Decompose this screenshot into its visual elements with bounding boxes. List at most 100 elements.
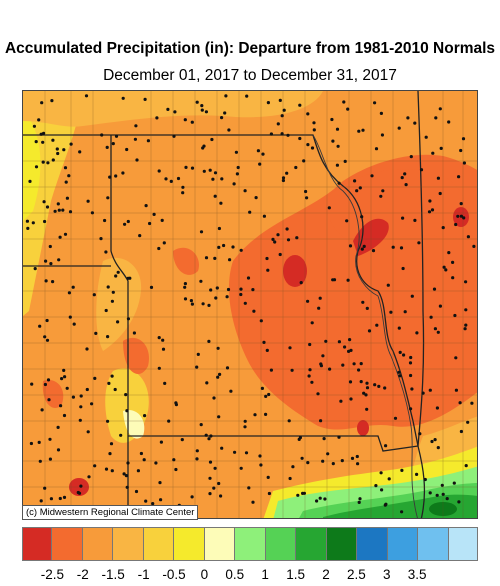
station-dot: [466, 235, 470, 239]
station-dot: [323, 497, 327, 501]
deep-red-spot-1: [283, 255, 307, 287]
station-dot: [45, 338, 50, 342]
station-dot: [298, 103, 302, 107]
legend-swatch: [296, 527, 327, 561]
station-dot: [229, 389, 233, 393]
station-dot: [231, 245, 235, 249]
station-dot: [138, 234, 142, 238]
station-dot: [408, 361, 413, 365]
station-dot: [262, 214, 266, 218]
station-dot: [235, 172, 239, 176]
station-dot: [345, 219, 349, 223]
station-dot: [442, 265, 446, 269]
station-dot: [357, 368, 361, 372]
station-dot: [418, 432, 422, 436]
station-dot: [349, 348, 353, 352]
station-dot: [306, 112, 310, 116]
station-dot: [212, 396, 216, 400]
station-dot: [331, 139, 335, 143]
station-dot: [155, 116, 159, 120]
station-dot: [216, 346, 220, 350]
station-dot: [247, 486, 251, 490]
station-dot: [278, 98, 282, 102]
station-dot: [321, 459, 325, 463]
station-dot: [220, 116, 224, 120]
station-dot: [421, 391, 425, 395]
station-dot: [126, 276, 130, 280]
station-dot: [105, 145, 109, 149]
station-dot: [252, 309, 256, 313]
station-dot: [29, 441, 33, 446]
station-dot: [285, 171, 289, 175]
missouri-border-north-east: [23, 134, 419, 447]
station-dot: [53, 209, 57, 213]
station-dot: [159, 498, 163, 502]
station-dot: [189, 299, 193, 303]
station-dot: [233, 450, 237, 454]
station-dot: [438, 191, 442, 196]
station-dot: [319, 362, 323, 366]
legend-tick-label: -1: [137, 567, 150, 582]
station-dot: [216, 375, 220, 379]
station-dot: [201, 302, 205, 306]
station-dot: [42, 200, 46, 204]
station-dot: [415, 331, 419, 335]
station-dot: [306, 461, 310, 465]
station-dot: [32, 124, 36, 128]
station-dot: [38, 459, 42, 463]
station-dot: [204, 256, 209, 260]
station-dot: [125, 147, 129, 152]
station-dot: [286, 238, 291, 242]
station-dot: [28, 179, 32, 183]
legend-tick-label: 0: [200, 567, 209, 582]
legend-tick-label: -1.5: [101, 567, 125, 582]
station-dot: [459, 148, 463, 153]
station-dot: [195, 457, 199, 461]
station-dot: [180, 438, 184, 442]
station-dot: [213, 194, 217, 198]
station-dot: [401, 216, 405, 220]
state-borders: [23, 91, 426, 518]
station-dot: [248, 210, 252, 214]
station-dot: [256, 149, 260, 153]
station-dot: [463, 327, 467, 331]
station-dot: [213, 256, 217, 260]
station-dot: [308, 342, 312, 347]
station-dot: [360, 215, 364, 219]
station-dot: [464, 323, 468, 327]
station-dot: [111, 290, 115, 294]
station-dot: [419, 168, 424, 172]
station-dot: [261, 152, 265, 156]
station-dot: [433, 438, 437, 442]
station-dot: [429, 315, 433, 319]
station-dot: [440, 483, 444, 487]
station-dot: [204, 433, 208, 437]
station-dot: [266, 101, 270, 105]
station-dot: [302, 159, 306, 163]
station-dot: [239, 248, 243, 252]
station-dot: [225, 366, 230, 370]
station-dot: [217, 415, 221, 419]
station-dot: [431, 151, 435, 155]
station-dot: [347, 349, 351, 353]
station-dot: [356, 462, 360, 466]
station-dot: [62, 413, 67, 418]
station-dot: [413, 121, 417, 125]
station-dot: [39, 132, 43, 136]
station-dot: [328, 367, 332, 371]
station-dot: [55, 147, 59, 151]
station-dot: [361, 300, 365, 304]
station-dot: [365, 381, 369, 385]
station-dot: [26, 226, 30, 230]
station-dot: [87, 475, 91, 479]
station-dot: [62, 368, 66, 372]
station-dot: [45, 318, 49, 323]
legend-swatch: [418, 527, 449, 561]
station-dot: [63, 232, 68, 236]
station-dot: [65, 196, 69, 200]
station-dot: [291, 465, 295, 469]
station-dot: [453, 313, 457, 318]
station-dot: [259, 319, 263, 323]
station-dot: [78, 150, 82, 154]
station-dot: [459, 202, 463, 206]
